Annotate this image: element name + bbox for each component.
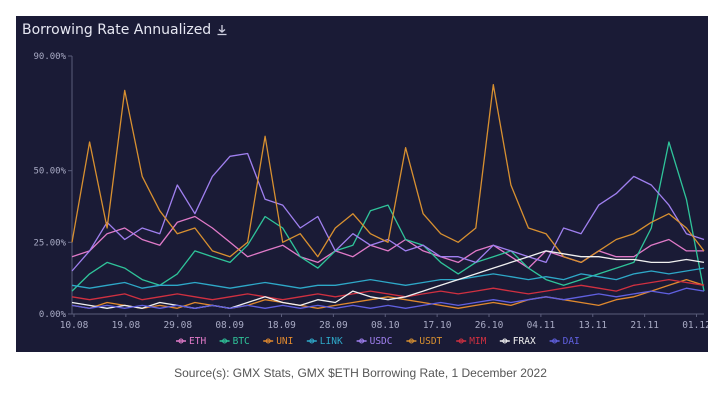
legend-label: LINK [320, 336, 343, 347]
legend-item-link[interactable]: LINK [306, 336, 343, 347]
chart-title: Borrowing Rate Annualized [22, 22, 212, 38]
series-line-mim [71, 278, 705, 301]
legend-item-mim[interactable]: MIM [456, 336, 487, 347]
legend-item-btc[interactable]: BTC [219, 336, 250, 347]
legend-item-dai[interactable]: DAI [549, 336, 580, 347]
series-line-frax [71, 250, 705, 309]
y-axis: 0.00% 25.00% 50.00% 90.00% [33, 52, 73, 320]
x-tick-label: 08.10 [371, 320, 400, 331]
y-tick-label: 0.00% [39, 310, 67, 320]
x-tick-label: 08.09 [215, 320, 244, 331]
series-line-link [71, 267, 705, 289]
x-tick-label: 18.09 [267, 320, 296, 331]
legend-label: UNI [276, 336, 293, 347]
legend-label: USDC [370, 336, 393, 347]
legend-label: ETH [189, 336, 206, 347]
legend-marker [178, 338, 184, 344]
legend-marker [359, 338, 365, 344]
legend-marker [502, 338, 508, 344]
legend-label: BTC [233, 336, 250, 347]
series-lines [71, 84, 705, 309]
x-axis: 10.08 19.08 29.08 08.09 18.09 28.09 08.10 17.10… [60, 313, 708, 331]
download-icon[interactable] [216, 24, 228, 36]
series-line-btc [71, 141, 705, 292]
y-tick-label: 50.00% [33, 167, 66, 177]
legend-marker [552, 338, 558, 344]
legend-label: FRAX [513, 336, 536, 347]
chart-panel: 0.00% 25.00% 50.00% 90.00% 10.08 19.08 29.08 0… [16, 16, 708, 352]
x-tick-label: 19.08 [112, 320, 141, 331]
series-line-dai [71, 287, 705, 309]
x-tick-label: 21.11 [630, 320, 659, 331]
x-tick-label: 01.12 [682, 320, 708, 331]
y-tick-label: 25.00% [33, 238, 66, 248]
legend-label: DAI [563, 336, 580, 347]
legend-label: MIM [469, 336, 486, 347]
legend: ETH BTC UNI LINK USDC USDT MIM FRAX DAI [176, 336, 580, 347]
source-caption: Source(s): GMX Stats, GMX $ETH Borrowing… [174, 366, 547, 380]
legend-marker [458, 338, 464, 344]
x-tick-label: 29.08 [163, 320, 192, 331]
x-tick-label: 26.10 [475, 320, 504, 331]
x-tick-label: 10.08 [60, 320, 89, 331]
legend-item-frax[interactable]: FRAX [499, 336, 536, 347]
legend-marker [408, 338, 414, 344]
x-tick-label: 17.10 [423, 320, 452, 331]
legend-marker [309, 338, 315, 344]
legend-marker [222, 338, 228, 344]
legend-item-eth[interactable]: ETH [176, 336, 206, 347]
line-chart: 0.00% 25.00% 50.00% 90.00% 10.08 19.08 29.08 0… [33, 52, 708, 347]
legend-label: USDT [419, 336, 442, 347]
x-tick-label: 04.11 [527, 320, 556, 331]
legend-item-usdc[interactable]: USDC [356, 336, 393, 347]
legend-item-usdt[interactable]: USDT [406, 336, 443, 347]
legend-item-uni[interactable]: UNI [263, 336, 293, 347]
y-tick-label: 90.00% [33, 52, 66, 62]
x-tick-label: 13.11 [578, 320, 607, 331]
series-line-usdt [71, 84, 705, 264]
legend-marker [265, 338, 271, 344]
x-tick-label: 28.09 [319, 320, 348, 331]
series-line-usdc [71, 152, 705, 272]
series-line-uni [71, 278, 705, 309]
